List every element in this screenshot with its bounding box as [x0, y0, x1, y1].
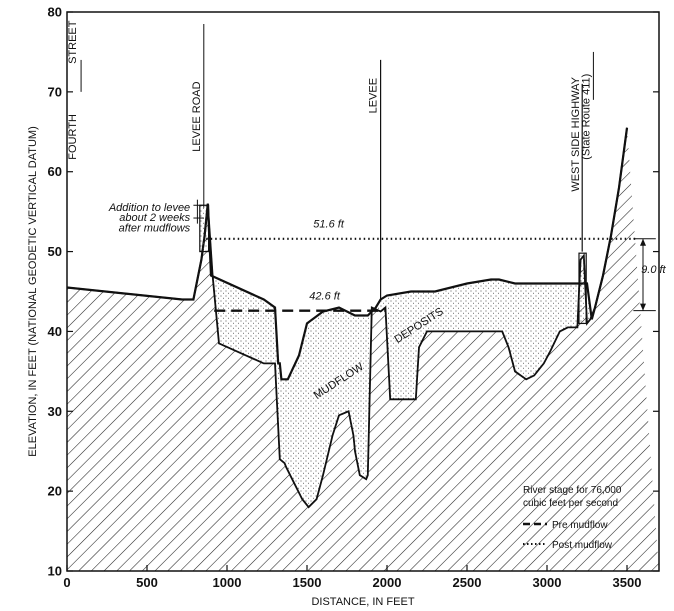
state-route-label: (State Route 411): [580, 74, 592, 160]
addition-note-line-3: after mudflows: [119, 223, 191, 235]
difference-label: 9.0 ft: [641, 264, 666, 276]
y-axis-label: ELEVATION, IN FEET (NATIONAL GEODETIC VE…: [27, 126, 39, 456]
x-tick-label: 2000: [373, 575, 402, 590]
x-axis-label: DISTANCE, IN FEET: [311, 596, 414, 608]
plot-frame: [66, 11, 660, 572]
x-axis-ticks: 0 500 1000 1500 2000 2500 3000 3500: [63, 565, 641, 590]
pre-level-label: 42.6 ft: [309, 290, 341, 302]
y-tick-label: 50: [48, 244, 62, 259]
west-side-highway-label: WEST SIDE HIGHWAY: [570, 76, 582, 191]
y-tick-label: 70: [48, 84, 62, 99]
y-tick-label: 30: [48, 404, 62, 419]
fourth-street-label-1: FOURTH: [67, 114, 79, 160]
x-tick-label: 1500: [293, 575, 322, 590]
y-tick-label: 80: [48, 5, 62, 20]
x-tick-label: 3500: [613, 575, 642, 590]
x-tick-label: 3000: [533, 575, 562, 590]
legend: River stage for 76,000 cubic feet per se…: [523, 485, 622, 551]
difference-arrow-down: [640, 303, 646, 311]
levee-road-label: LEVEE ROAD: [191, 81, 203, 151]
levee-addition: [199, 204, 210, 253]
y-axis-ticks: 10 20 30 40 50 60 70 80: [48, 5, 659, 579]
y-tick-label: 40: [48, 324, 62, 339]
legend-post-mudflow-label: Post mudflow: [552, 540, 613, 551]
x-tick-label: 500: [136, 575, 158, 590]
post-level-label: 51.6 ft: [313, 219, 345, 231]
y-tick-label: 60: [48, 164, 62, 179]
addition-note-line-2: about 2 weeks: [119, 212, 190, 224]
x-tick-label: 2500: [453, 575, 482, 590]
pre-mudflow-ground-hatch: [67, 127, 659, 571]
legend-pre-mudflow-label: Pre mudflow: [552, 520, 608, 531]
y-tick-label: 10: [48, 564, 62, 579]
y-tick-label: 20: [48, 484, 62, 499]
x-tick-label: 1000: [213, 575, 242, 590]
difference-arrow-up: [640, 238, 646, 246]
x-tick-label: 0: [63, 575, 70, 590]
addition-note-line-1: Addition to levee: [108, 202, 190, 214]
levee-label: LEVEE: [368, 78, 380, 113]
fourth-street-label-2: STREET: [67, 20, 79, 64]
legend-title-line-1: River stage for 76,000: [523, 485, 622, 496]
legend-title-line-2: cubic feet per second: [523, 498, 618, 509]
highway-embankment: [578, 252, 587, 325]
